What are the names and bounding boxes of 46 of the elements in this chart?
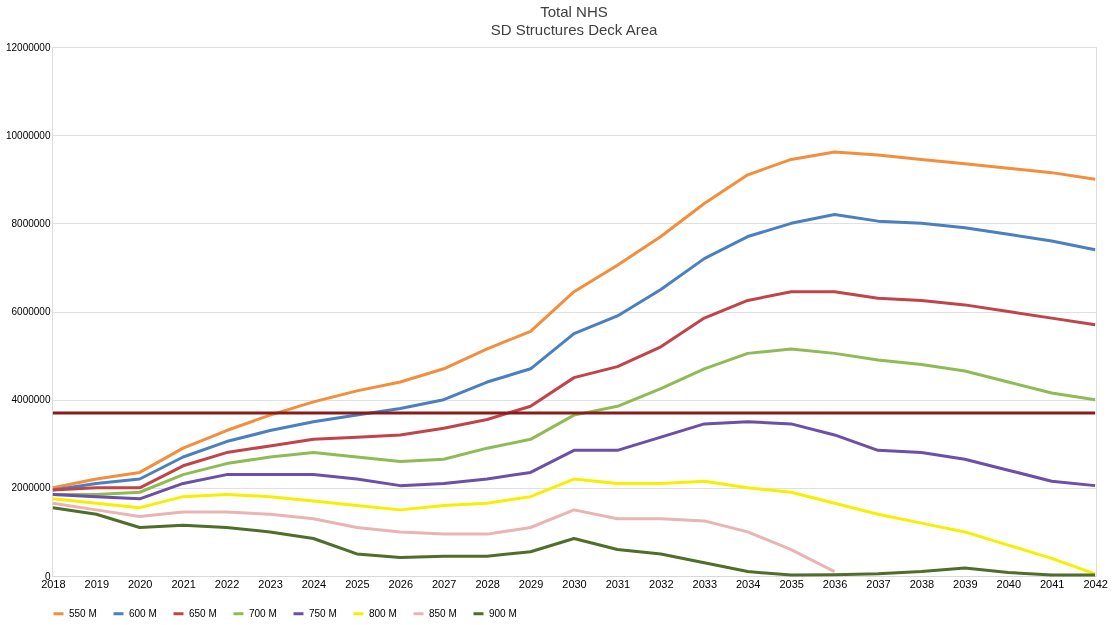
legend-label: 550 M xyxy=(69,607,97,619)
legend-label: 900 M xyxy=(489,607,517,619)
x-tick-label: 2025 xyxy=(345,577,370,590)
x-tick-label: 2033 xyxy=(692,577,718,590)
line-series xyxy=(51,290,1097,492)
x-tick-label: 2019 xyxy=(84,577,110,590)
x-tick-label: 2023 xyxy=(258,577,283,590)
x-tick-label: 2024 xyxy=(301,577,327,590)
line-series xyxy=(51,150,1097,490)
x-tick-label: 2029 xyxy=(518,577,544,590)
x-tick-label: 2020 xyxy=(127,577,153,590)
line-series xyxy=(51,420,1097,501)
x-tick-label: 2042 xyxy=(1083,577,1108,590)
line-series xyxy=(51,477,1097,576)
x-tick-label: 2034 xyxy=(735,577,761,590)
line-series xyxy=(51,501,837,574)
x-tick-label: 2021 xyxy=(171,577,196,590)
legend-label: 600 M xyxy=(129,607,157,619)
x-tick-label: 2026 xyxy=(388,577,414,590)
x-tick-label: 2037 xyxy=(866,577,891,590)
x-tick-label: 2036 xyxy=(822,577,848,590)
legend-label: 800 M xyxy=(369,607,397,619)
x-tick-label: 2032 xyxy=(649,577,674,590)
legend-label: 850 M xyxy=(429,607,457,619)
legend-label: 700 M xyxy=(249,607,277,619)
y-tick-label: 2000000 xyxy=(11,482,51,494)
chart-title: Total NHS xyxy=(540,3,608,20)
x-tick-label: 2022 xyxy=(214,577,240,590)
chart-subtitle: SD Structures Deck Area xyxy=(490,21,659,38)
x-tick-label: 2040 xyxy=(996,577,1022,590)
x-tick-label: 2028 xyxy=(475,577,500,590)
x-tick-label: 2038 xyxy=(909,577,935,590)
y-tick-label: 6000000 xyxy=(11,306,51,317)
x-tick-label: 2039 xyxy=(953,577,978,590)
y-tick-label: 4000000 xyxy=(11,394,51,406)
line-series xyxy=(51,506,1097,577)
legend-label: 750 M xyxy=(309,607,337,619)
x-tick-label: 2030 xyxy=(562,577,587,590)
y-tick-label: 10000000 xyxy=(6,129,51,141)
legend-label: 650 M xyxy=(189,607,217,619)
y-tick-label: 8000000 xyxy=(11,217,51,229)
x-tick-label: 2027 xyxy=(431,577,457,590)
x-tick-label: 2035 xyxy=(779,577,804,590)
x-tick-label: 2031 xyxy=(605,577,631,590)
x-tick-label: 2041 xyxy=(1039,577,1065,590)
y-tick-label: 12000000 xyxy=(6,41,51,53)
